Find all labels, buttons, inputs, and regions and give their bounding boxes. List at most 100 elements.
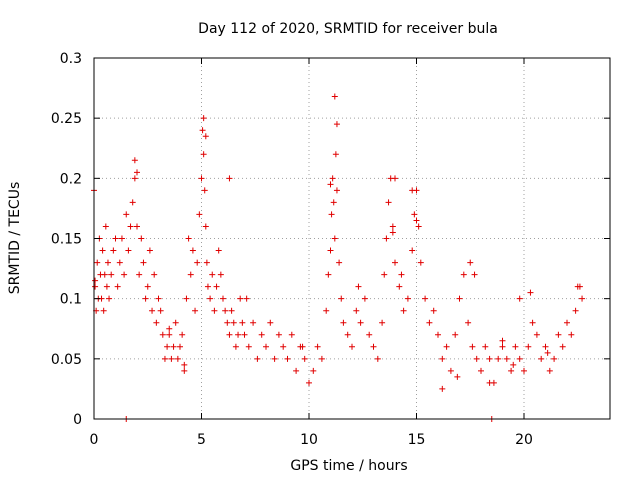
grid-layer bbox=[93, 57, 610, 420]
data-point bbox=[336, 259, 343, 266]
data-point bbox=[194, 259, 201, 266]
data-point bbox=[551, 355, 558, 362]
data-point bbox=[542, 343, 549, 350]
data-point bbox=[293, 367, 300, 374]
data-point bbox=[140, 259, 147, 266]
data-point bbox=[131, 157, 138, 164]
data-point bbox=[192, 307, 199, 314]
data-point bbox=[243, 295, 250, 302]
data-point bbox=[396, 283, 403, 290]
data-point bbox=[525, 343, 532, 350]
data-point bbox=[329, 175, 336, 182]
data-point bbox=[200, 151, 207, 158]
data-point bbox=[435, 331, 441, 338]
data-point bbox=[469, 343, 476, 350]
data-point bbox=[134, 223, 140, 230]
axes: 0 5 10 15 20 0 0.05 0.1 0.15 0.2 0.25 0.3 bbox=[51, 51, 610, 448]
data-point bbox=[116, 259, 123, 266]
data-point bbox=[333, 121, 340, 128]
data-point bbox=[153, 319, 160, 326]
data-point bbox=[118, 235, 125, 242]
data-point bbox=[323, 307, 330, 314]
data-point bbox=[284, 355, 291, 362]
data-point bbox=[381, 271, 388, 278]
data-point bbox=[508, 367, 515, 374]
data-point bbox=[332, 151, 339, 158]
data-point bbox=[159, 331, 166, 338]
data-point bbox=[267, 319, 274, 326]
data-point bbox=[280, 343, 287, 350]
data-point bbox=[226, 331, 233, 338]
data-point bbox=[220, 295, 226, 302]
data-point bbox=[340, 319, 347, 326]
x-tick-label: 15 bbox=[408, 432, 426, 448]
data-point bbox=[314, 343, 321, 350]
data-point bbox=[121, 271, 128, 278]
data-point bbox=[271, 355, 278, 362]
data-point bbox=[383, 235, 390, 242]
data-point bbox=[512, 343, 519, 350]
data-point bbox=[183, 295, 190, 302]
data-point bbox=[187, 271, 194, 278]
data-point bbox=[430, 307, 437, 314]
data-point bbox=[142, 295, 149, 302]
data-point bbox=[331, 235, 338, 242]
data-point bbox=[204, 283, 211, 290]
data-point bbox=[516, 295, 523, 302]
data-point bbox=[224, 319, 231, 326]
data-point bbox=[92, 283, 99, 290]
data-point bbox=[131, 175, 138, 182]
data-point bbox=[389, 229, 396, 236]
data-point bbox=[288, 331, 295, 338]
data-point bbox=[306, 379, 312, 386]
x-tick-label: 5 bbox=[197, 432, 206, 448]
data-point bbox=[161, 355, 168, 362]
data-point bbox=[239, 319, 246, 326]
data-point bbox=[136, 271, 143, 278]
data-point bbox=[559, 343, 566, 350]
data-point bbox=[164, 343, 171, 350]
data-point bbox=[338, 295, 345, 302]
data-point bbox=[201, 187, 208, 194]
data-point bbox=[503, 355, 510, 362]
data-point bbox=[478, 367, 484, 374]
data-point bbox=[374, 355, 381, 362]
data-point bbox=[299, 343, 306, 350]
data-point bbox=[103, 283, 110, 290]
data-point bbox=[417, 259, 424, 266]
data-point bbox=[168, 355, 175, 362]
data-point bbox=[452, 331, 459, 338]
data-point bbox=[349, 343, 355, 350]
data-point bbox=[579, 295, 586, 302]
data-point bbox=[202, 133, 209, 140]
y-tick-label: 0 bbox=[73, 412, 82, 428]
data-point bbox=[456, 295, 463, 302]
data-point bbox=[482, 343, 489, 350]
data-point bbox=[102, 223, 109, 230]
data-point bbox=[198, 175, 205, 182]
data-point bbox=[521, 367, 527, 374]
data-point bbox=[185, 235, 192, 242]
data-point bbox=[486, 379, 493, 386]
data-point bbox=[125, 247, 132, 254]
data-point bbox=[370, 343, 377, 350]
data-point bbox=[400, 307, 407, 314]
data-point bbox=[179, 331, 186, 338]
data-point bbox=[411, 211, 418, 218]
data-point bbox=[127, 223, 134, 230]
data-point bbox=[99, 247, 106, 254]
data-point bbox=[228, 307, 235, 314]
data-point bbox=[235, 331, 242, 338]
data-point bbox=[327, 181, 334, 188]
data-point bbox=[110, 247, 117, 254]
data-point bbox=[529, 319, 536, 326]
data-point bbox=[574, 283, 581, 290]
data-point bbox=[538, 355, 545, 362]
data-point bbox=[254, 355, 261, 362]
data-point bbox=[222, 307, 229, 314]
data-point bbox=[181, 367, 188, 374]
data-point bbox=[495, 355, 502, 362]
data-point bbox=[325, 271, 332, 278]
data-points bbox=[91, 93, 586, 422]
